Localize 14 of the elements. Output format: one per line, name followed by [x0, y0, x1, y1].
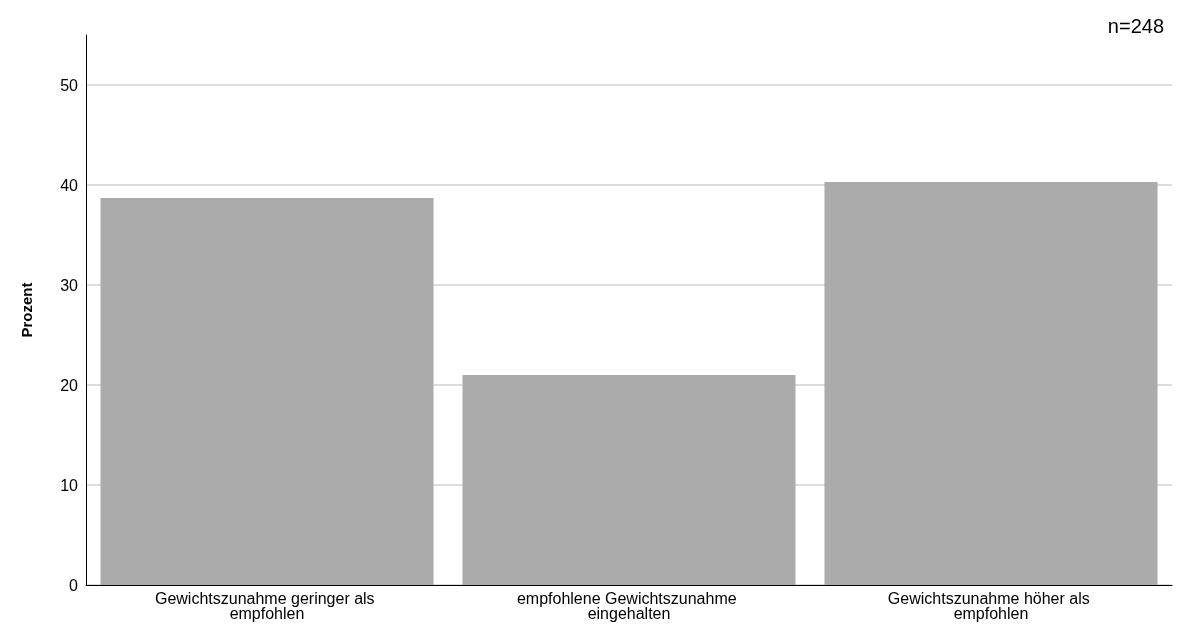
y-tick-label: 0 [69, 576, 79, 594]
bar [462, 375, 796, 585]
annotation: n=248 [1107, 15, 1164, 37]
y-tick-label: 10 [60, 476, 79, 494]
x-tick-label: Gewichtszunahme höher als empfohlen [887, 590, 1095, 622]
y-tick-label: 40 [60, 176, 79, 194]
y-tick-label: 50 [60, 76, 79, 94]
x-tick-label: empfohlene Gewichtszunahme eingehalten [516, 590, 742, 622]
y-tick-label: 20 [60, 376, 79, 394]
y-axis-title: Prozent [18, 282, 35, 338]
x-tick-label: Gewichtszunahme geringer als empfohlen [154, 590, 380, 622]
y-tick-label: 30 [60, 276, 79, 294]
bar [824, 182, 1158, 585]
bar [100, 198, 434, 585]
